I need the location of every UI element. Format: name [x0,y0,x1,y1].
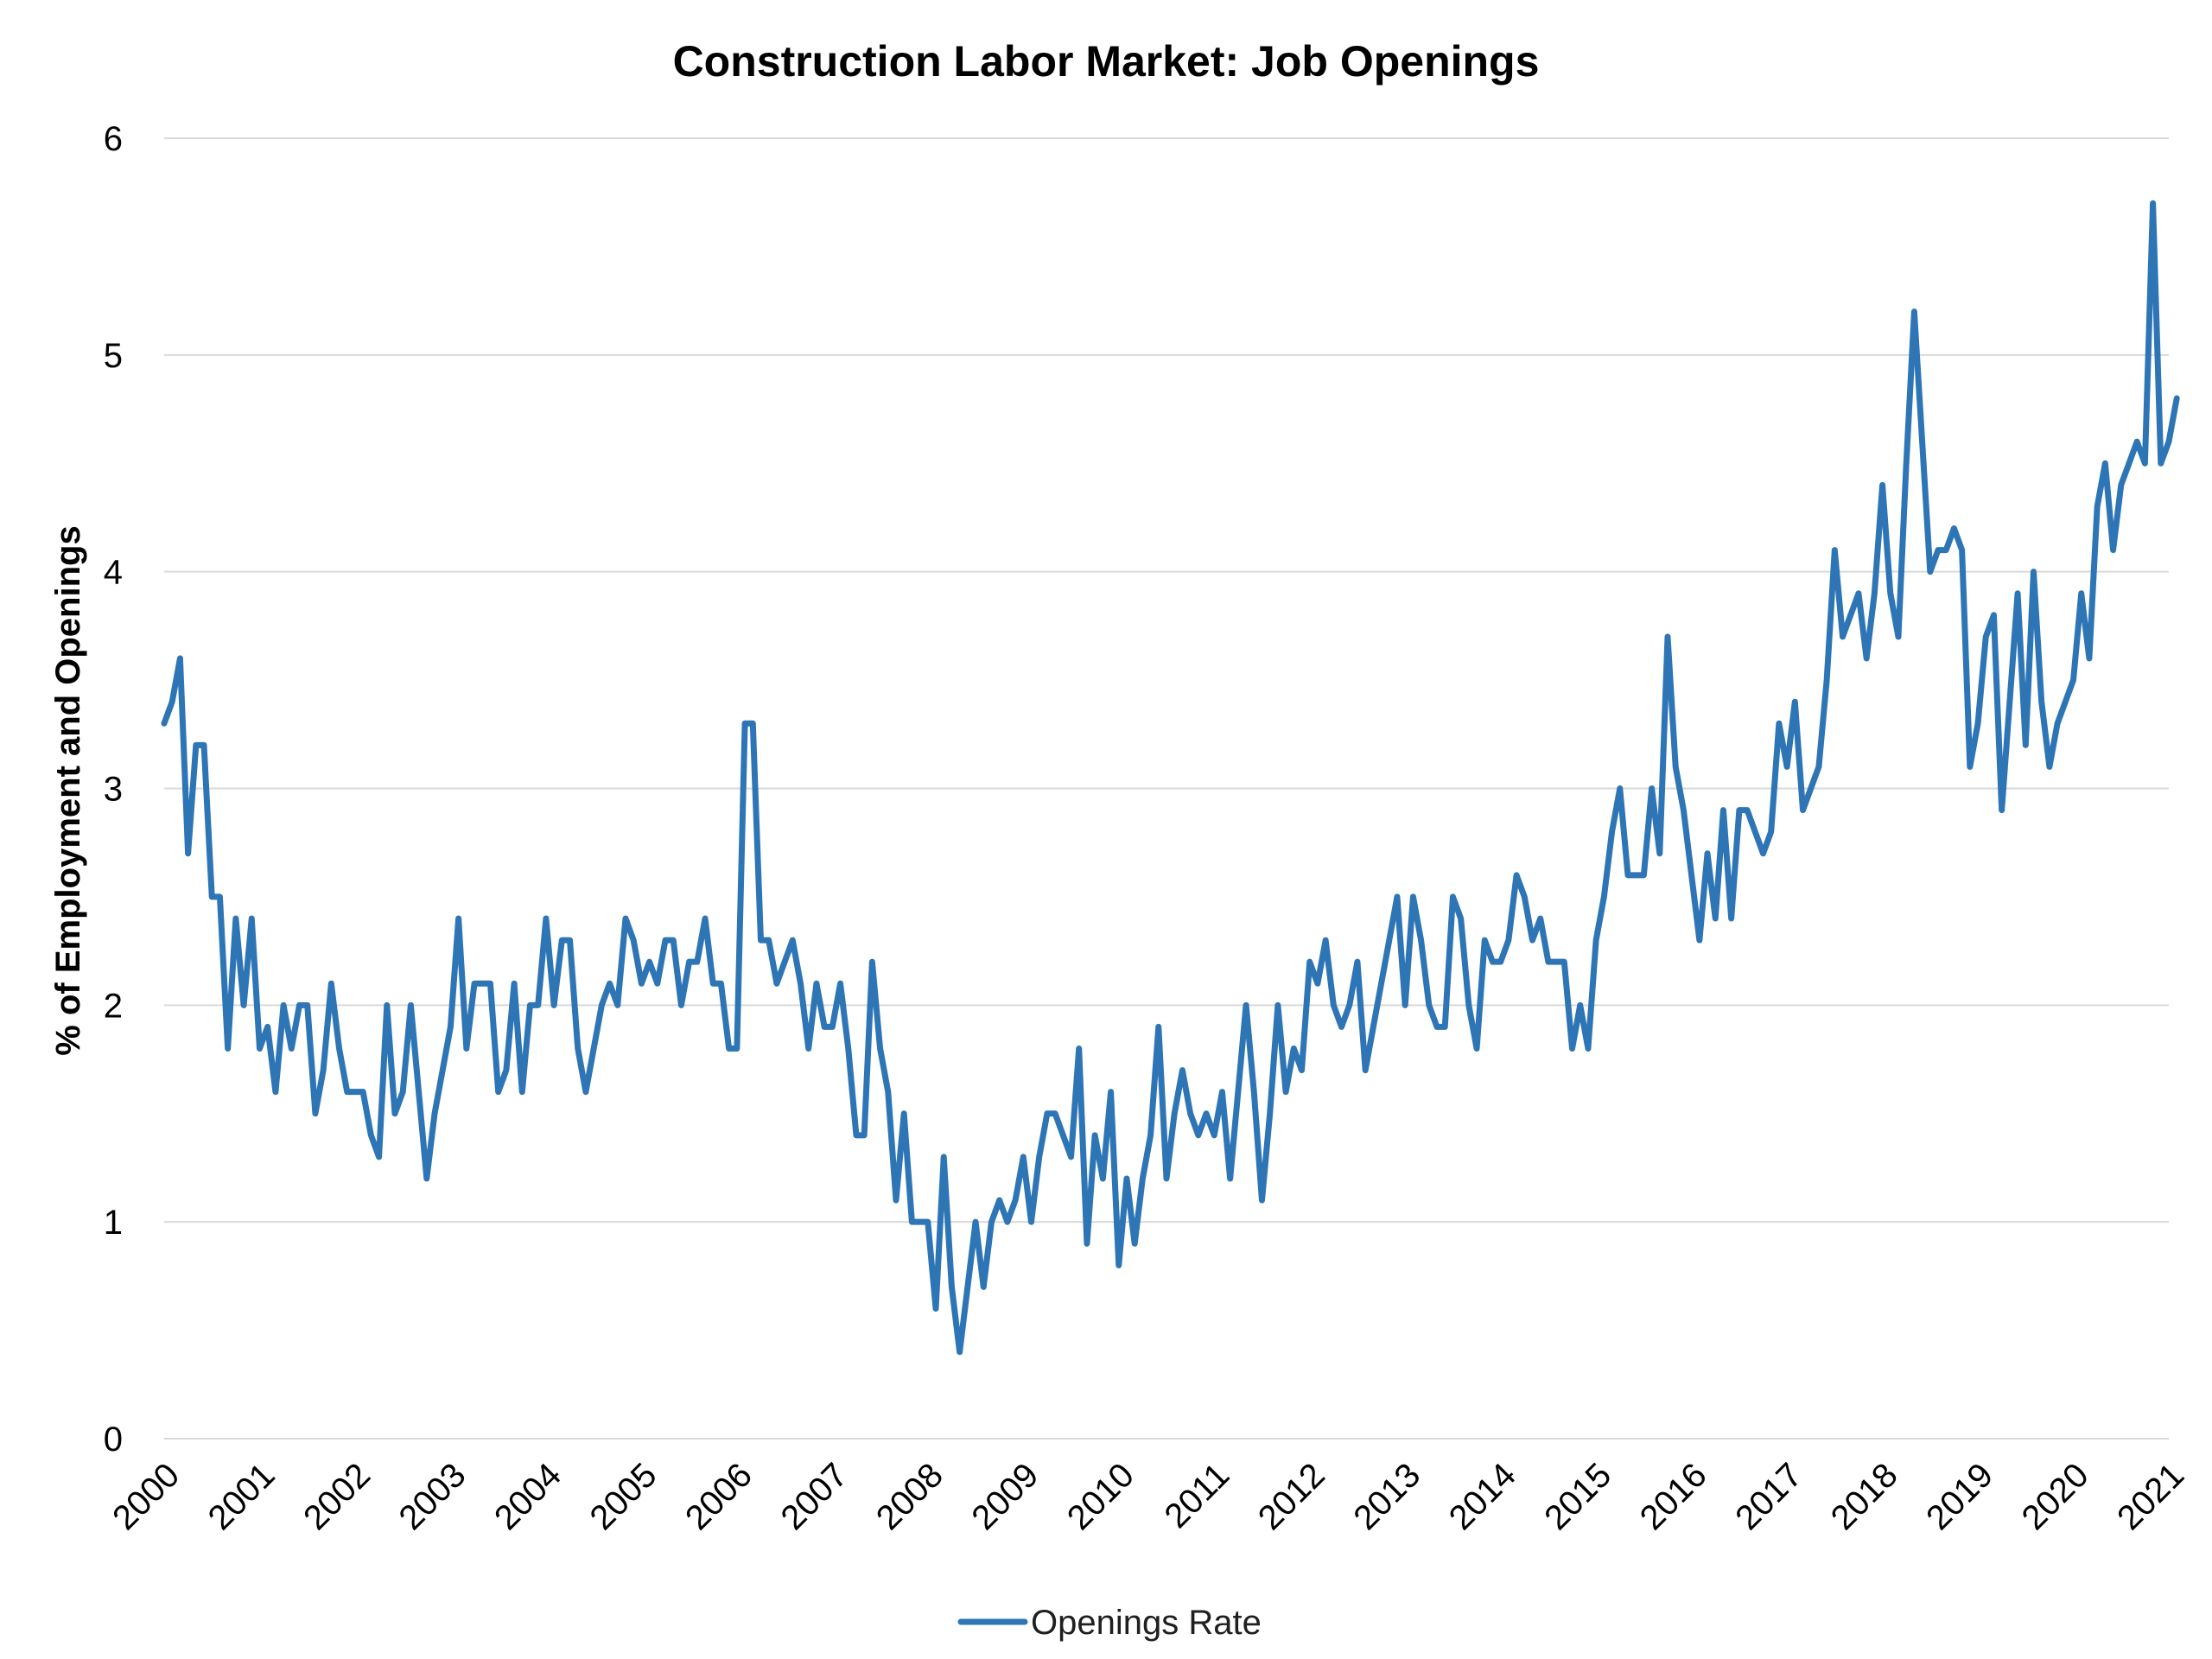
chart-title: Construction Labor Market: Job Openings [673,37,1540,86]
series-layer [161,200,2180,1356]
series-line-openings-rate [161,200,2180,1356]
x-tick-label: 2002 [296,1456,378,1537]
x-tick-label: 2000 [105,1456,187,1537]
x-tick-label: 2011 [1157,1456,1236,1535]
legend-label-openings-rate: Openings Rate [1031,1604,1262,1642]
x-tick-label: 2016 [1633,1456,1714,1537]
x-tick-label: 2017 [1728,1456,1809,1537]
x-tick-label: 2010 [1060,1456,1141,1537]
x-tick-label: 2007 [773,1456,855,1537]
y-axis-label: % of Employment and Openings [49,525,87,1055]
x-tick-label: 2006 [678,1456,760,1537]
gridlines [164,137,2169,1440]
y-tick-label: 1 [104,1204,123,1242]
x-tick-label: 2003 [392,1456,474,1537]
x-tick-label: 2008 [869,1456,950,1537]
x-tick-label: 2014 [1442,1456,1523,1537]
x-tick-label: 2013 [1346,1456,1427,1537]
x-tick-label: 2020 [2015,1456,2096,1537]
x-axis-ticks: 2000 2001 2002 2003 2004 2005 2006 2007 2008 2009… [105,1456,2191,1537]
x-tick-label: 2001 [201,1456,283,1537]
x-tick-label: 2015 [1537,1456,1618,1537]
x-tick-label: 2005 [583,1456,664,1537]
y-tick-label: 4 [104,554,123,592]
x-tick-label: 2004 [487,1456,569,1537]
y-tick-label: 3 [104,771,123,809]
y-tick-label: 5 [104,337,123,375]
x-tick-label: 2018 [1824,1456,1905,1537]
x-tick-label: 2012 [1251,1456,1332,1537]
y-tick-label: 0 [104,1421,123,1459]
x-tick-label: 2009 [964,1456,1046,1537]
x-tick-label: 2019 [1919,1456,2000,1537]
y-axis-ticks: 0 1 2 3 4 5 6 [104,120,123,1459]
y-tick-label: 6 [104,120,123,158]
x-tick-label: 2021 [2110,1456,2191,1537]
y-tick-label: 2 [104,987,123,1025]
legend: Openings Rate [957,1604,1262,1642]
